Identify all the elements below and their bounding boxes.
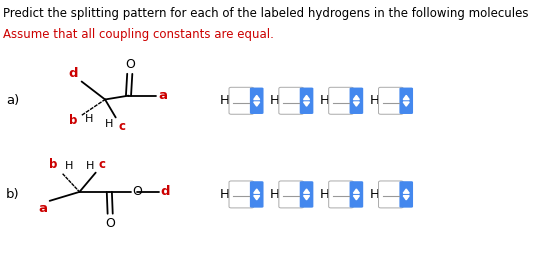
Text: a: a [158,89,167,102]
Text: H: H [105,119,114,129]
Text: Ha:: Ha: [220,188,243,201]
Text: Ha:: Ha: [220,94,243,107]
Text: Predict the splitting pattern for each of the labeled hydrogens in the following: Predict the splitting pattern for each o… [3,7,528,20]
FancyBboxPatch shape [329,181,353,208]
Polygon shape [303,189,309,193]
Text: a: a [39,201,47,215]
Polygon shape [404,189,409,193]
FancyBboxPatch shape [300,87,313,114]
Text: H: H [65,161,73,171]
Polygon shape [303,102,309,106]
Text: Hd:: Hd: [370,188,392,201]
FancyBboxPatch shape [279,181,303,208]
FancyBboxPatch shape [229,181,254,208]
Text: O: O [125,58,134,71]
FancyBboxPatch shape [379,181,404,208]
FancyBboxPatch shape [399,87,413,114]
Polygon shape [353,102,359,106]
FancyBboxPatch shape [329,87,353,114]
Text: Assume that all coupling constants are equal.: Assume that all coupling constants are e… [3,28,274,41]
Text: b): b) [6,188,19,201]
Polygon shape [404,196,409,200]
FancyBboxPatch shape [350,87,363,114]
Polygon shape [254,102,260,106]
FancyBboxPatch shape [279,87,303,114]
FancyBboxPatch shape [250,87,264,114]
Text: O: O [132,185,142,198]
Text: Hc:: Hc: [320,94,342,107]
Text: a): a) [6,94,19,107]
Polygon shape [303,196,309,200]
Text: Hb:: Hb: [270,188,293,201]
FancyBboxPatch shape [229,87,254,114]
Text: H: H [86,161,94,171]
Text: H: H [84,114,93,124]
Text: O: O [105,217,115,230]
Text: Hb:: Hb: [270,94,293,107]
Text: c: c [98,158,105,171]
FancyBboxPatch shape [379,87,404,114]
FancyBboxPatch shape [399,181,413,208]
Text: d: d [161,185,171,198]
FancyBboxPatch shape [300,181,313,208]
Polygon shape [404,102,409,106]
Text: d: d [69,67,78,80]
Polygon shape [353,189,359,193]
FancyBboxPatch shape [350,181,363,208]
Polygon shape [353,95,359,100]
Text: Hd:: Hd: [370,94,392,107]
Polygon shape [254,95,260,100]
Polygon shape [254,189,260,193]
FancyBboxPatch shape [250,181,264,208]
Text: Hc:: Hc: [320,188,342,201]
Text: b: b [49,158,58,171]
Text: b: b [69,114,78,127]
Polygon shape [353,196,359,200]
Text: c: c [118,119,125,133]
Polygon shape [303,95,309,100]
Polygon shape [254,196,260,200]
Polygon shape [404,95,409,100]
